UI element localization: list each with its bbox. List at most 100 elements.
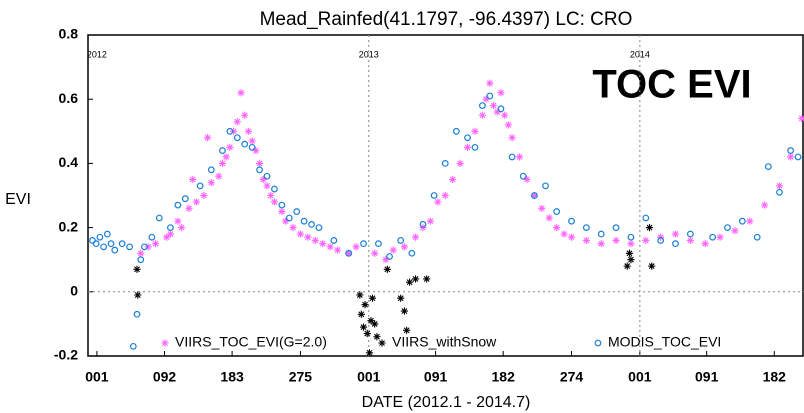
point xyxy=(192,198,201,206)
point xyxy=(486,92,494,100)
point xyxy=(582,224,590,232)
point xyxy=(764,163,772,171)
point xyxy=(256,166,263,174)
point xyxy=(408,249,416,257)
point xyxy=(111,246,119,254)
point xyxy=(426,217,435,225)
point xyxy=(278,201,286,209)
point xyxy=(787,147,795,154)
point xyxy=(794,153,802,161)
point xyxy=(627,256,635,264)
point xyxy=(648,262,656,270)
point xyxy=(281,217,290,225)
point xyxy=(798,114,804,123)
point xyxy=(787,153,795,161)
point xyxy=(627,233,635,241)
point xyxy=(365,349,374,357)
point xyxy=(215,172,223,180)
point xyxy=(134,291,142,299)
point xyxy=(530,191,538,200)
x-tick-label: 001 xyxy=(628,369,652,385)
point xyxy=(423,275,431,283)
point xyxy=(359,323,368,331)
legend-label: MODIS_TOC_EVI xyxy=(608,334,721,350)
legend-marker xyxy=(161,339,169,347)
point xyxy=(456,159,464,167)
point xyxy=(357,310,365,318)
point xyxy=(452,127,460,135)
point xyxy=(285,214,293,222)
point xyxy=(278,207,286,216)
point xyxy=(151,240,160,248)
point xyxy=(166,230,175,238)
point xyxy=(397,294,405,302)
x-tick-label: 182 xyxy=(492,369,516,385)
point xyxy=(174,217,182,225)
point xyxy=(508,153,516,161)
point xyxy=(241,111,249,119)
point xyxy=(386,253,393,260)
point xyxy=(612,236,620,245)
point xyxy=(315,224,323,232)
point xyxy=(289,224,297,232)
point xyxy=(761,201,769,209)
point xyxy=(709,233,717,241)
point xyxy=(449,175,457,184)
point xyxy=(218,159,227,167)
point xyxy=(489,102,498,110)
point xyxy=(237,89,245,97)
point xyxy=(627,240,635,248)
point xyxy=(137,249,145,257)
point xyxy=(776,188,783,196)
point xyxy=(642,236,650,245)
point xyxy=(371,320,379,328)
point xyxy=(671,230,680,238)
point xyxy=(373,333,381,341)
point xyxy=(545,214,553,222)
point xyxy=(501,111,509,119)
point xyxy=(471,127,479,135)
point xyxy=(248,137,256,145)
y-tick-label: 0.6 xyxy=(59,90,79,106)
point xyxy=(753,233,761,241)
point xyxy=(226,143,234,151)
point xyxy=(319,240,327,248)
point xyxy=(308,220,315,228)
point xyxy=(400,307,409,315)
point xyxy=(582,236,590,245)
point xyxy=(144,243,152,251)
point xyxy=(686,236,694,245)
point xyxy=(508,134,516,142)
point xyxy=(367,317,375,325)
point xyxy=(304,233,312,241)
point xyxy=(434,198,442,206)
point xyxy=(126,243,133,251)
point xyxy=(411,233,420,241)
point xyxy=(657,237,665,244)
point xyxy=(463,143,472,151)
point xyxy=(155,214,163,222)
point xyxy=(497,105,505,113)
year-label: 2012 xyxy=(87,49,107,59)
year-label: 2014 xyxy=(630,49,650,59)
point xyxy=(389,246,397,254)
point xyxy=(345,249,353,257)
y-tick-label: 0.2 xyxy=(59,218,79,234)
point xyxy=(167,224,174,232)
point xyxy=(263,182,271,190)
point xyxy=(701,240,709,248)
point xyxy=(352,243,360,251)
point xyxy=(482,95,490,103)
point xyxy=(515,153,524,161)
x-tick-label: 275 xyxy=(289,369,313,385)
legend-marker xyxy=(594,339,602,347)
point xyxy=(311,236,319,245)
point xyxy=(568,217,575,225)
point xyxy=(403,326,411,334)
point xyxy=(625,249,634,257)
point xyxy=(363,329,371,338)
point xyxy=(382,256,390,264)
point xyxy=(497,89,505,97)
point xyxy=(645,224,654,232)
